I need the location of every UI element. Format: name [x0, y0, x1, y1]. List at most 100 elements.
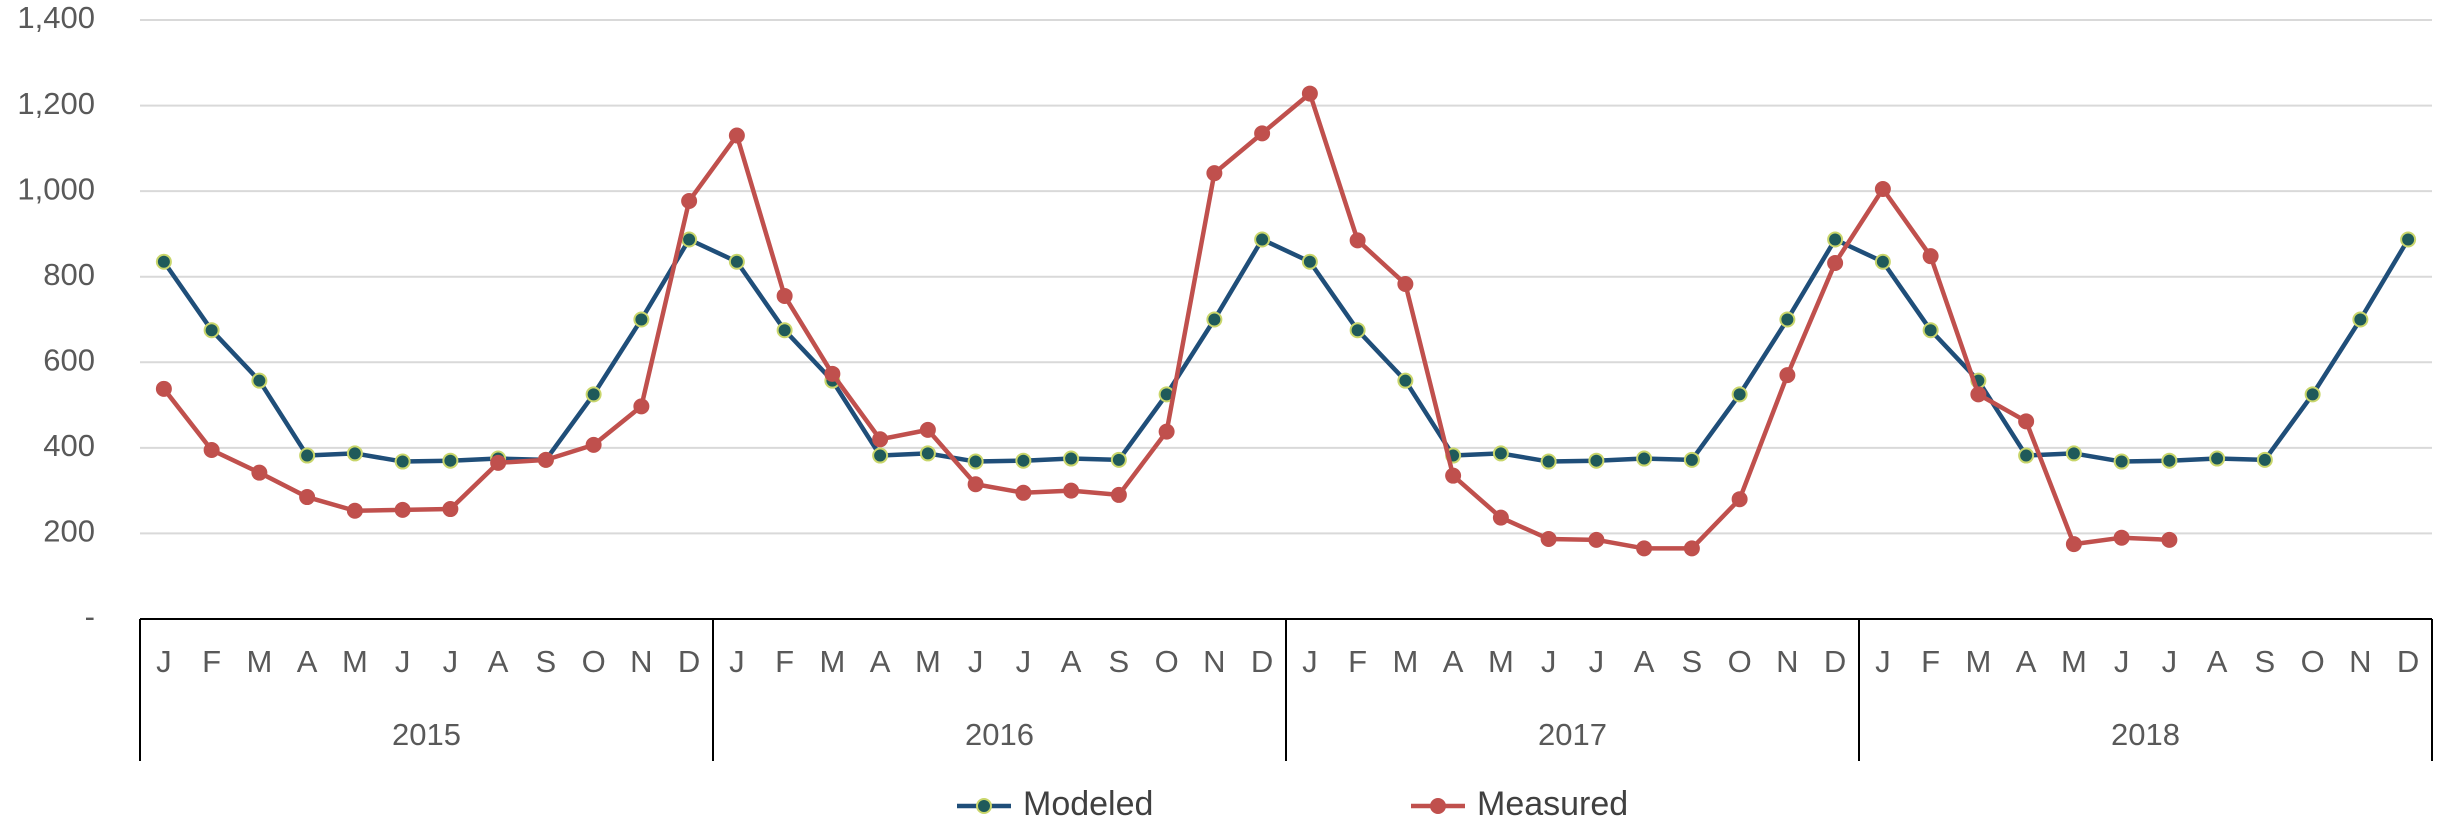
x-tick-label: A [488, 644, 509, 679]
x-tick-label: A [1443, 644, 1464, 679]
data-point [1063, 450, 1080, 467]
group-label: 2016 [965, 717, 1034, 752]
y-tick-label: 200 [43, 514, 95, 549]
data-point [1731, 386, 1748, 403]
data-point [1588, 531, 1605, 548]
x-tick-label: F [1348, 644, 1367, 679]
x-tick-label: F [775, 644, 794, 679]
data-point [1254, 231, 1271, 248]
data-point [824, 365, 841, 382]
x-tick-label: J [729, 644, 745, 679]
group-label: 2015 [392, 717, 461, 752]
legend: Modeled Measured [957, 785, 1628, 823]
data-point [1683, 451, 1700, 468]
x-tick-label: A [2016, 644, 2037, 679]
data-point [1015, 452, 1032, 469]
data-point [1970, 386, 1987, 403]
data-point [1397, 275, 1414, 292]
data-point [1827, 231, 1844, 248]
data-point [1922, 248, 1939, 265]
x-tick-label: O [1728, 644, 1752, 679]
data-point [1015, 484, 1032, 501]
x-tick-label: M [1965, 644, 1991, 679]
data-point [1397, 372, 1414, 389]
data-point [1874, 253, 1891, 270]
x-tick-label: M [819, 644, 845, 679]
x-tick-label: O [1155, 644, 1179, 679]
data-point [1158, 423, 1175, 440]
data-point [2161, 531, 2178, 548]
data-point [1063, 482, 1080, 499]
y-tick-label: 800 [43, 257, 95, 292]
x-tick-label: O [2301, 644, 2325, 679]
data-point [585, 386, 602, 403]
x-tick-label: M [1488, 644, 1514, 679]
data-point [967, 453, 984, 470]
x-tick-label: D [678, 644, 700, 679]
y-tick-label: 1,200 [17, 86, 95, 121]
x-tick-label: N [1203, 644, 1225, 679]
data-point [1206, 311, 1223, 328]
data-point [776, 322, 793, 339]
x-tick-label: N [1776, 644, 1798, 679]
data-point [1779, 311, 1796, 328]
y-tick-label: - [85, 599, 95, 634]
x-tick-label: D [1251, 644, 1273, 679]
x-tick-label: J [1589, 644, 1605, 679]
x-tick-label: J [1875, 644, 1891, 679]
data-point [2065, 445, 2082, 462]
x-tick-label: S [1109, 644, 1130, 679]
x-tick-label: A [1061, 644, 1082, 679]
x-tick-label: J [2162, 644, 2178, 679]
data-point [1206, 165, 1223, 182]
data-point [1492, 445, 1509, 462]
data-point [251, 372, 268, 389]
data-point [1301, 85, 1318, 102]
data-point [490, 454, 507, 471]
data-point [2161, 452, 2178, 469]
group-label: 2018 [2111, 717, 2180, 752]
data-point [203, 441, 220, 458]
x-tick-label: O [582, 644, 606, 679]
data-point [872, 431, 889, 448]
x-tick-label: S [1682, 644, 1703, 679]
data-point [728, 253, 745, 270]
data-point [1827, 255, 1844, 272]
data-point [633, 398, 650, 415]
data-point [967, 476, 984, 493]
data-point [155, 253, 172, 270]
data-point [1779, 367, 1796, 384]
x-tick-label: J [156, 644, 172, 679]
y-tick-label: 400 [43, 428, 95, 463]
series-line [162, 91, 2170, 551]
data-point [1110, 451, 1127, 468]
data-point [728, 127, 745, 144]
data-point [919, 445, 936, 462]
x-tick-label: M [2061, 644, 2087, 679]
data-point [2209, 450, 2226, 467]
data-point [681, 192, 698, 209]
x-tick-label: A [2207, 644, 2228, 679]
data-point [1110, 486, 1127, 503]
data-point [394, 501, 411, 518]
legend-label: Modeled [1023, 785, 1153, 823]
data-point [1636, 450, 1653, 467]
y-tick-label: 1,000 [17, 171, 95, 206]
data-point [1492, 509, 1509, 526]
x-tick-label: A [1634, 644, 1655, 679]
x-tick-label: A [297, 644, 318, 679]
data-point [346, 445, 363, 462]
data-point [1588, 452, 1605, 469]
data-point [633, 311, 650, 328]
data-point [2256, 451, 2273, 468]
x-tick-label: J [1302, 644, 1318, 679]
data-point [1636, 540, 1653, 557]
x-tick-label: M [915, 644, 941, 679]
data-point [442, 501, 459, 518]
data-point [1349, 232, 1366, 249]
x-tick-label: D [1824, 644, 1846, 679]
x-tick-label: J [443, 644, 459, 679]
x-tick-label: F [1921, 644, 1940, 679]
